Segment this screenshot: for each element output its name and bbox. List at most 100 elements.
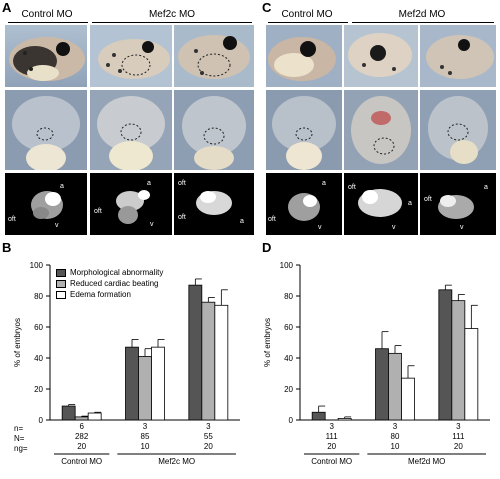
chart-legend: Morphological abnormality Reduced cardia… xyxy=(56,267,163,300)
chart-d-bar-s0-c1 xyxy=(375,348,389,421)
panel-a-control-title: Control MO xyxy=(21,9,73,20)
chart-d-bar-s2-c2 xyxy=(464,328,479,421)
panel-letter-d: D xyxy=(262,240,272,255)
chart-d-ng-0: 20 xyxy=(327,442,336,451)
chart-d-y-axis-label: % of embryos xyxy=(263,318,272,367)
chart-b-N-0: 282 xyxy=(75,432,89,441)
chart-d-y-tick-label-0: 0 xyxy=(289,416,294,425)
legend-item-morph: Morphological abnormality xyxy=(56,267,163,278)
photo-a-mef2c-lateral-2 xyxy=(174,25,254,87)
chart-b-bar-s1-c2 xyxy=(201,301,216,421)
chart-d-y-tick-label-3: 60 xyxy=(284,323,293,332)
chart-b-y-tick-label-2: 40 xyxy=(34,354,43,363)
chart-b-bar-s2-c2 xyxy=(214,304,229,421)
photo-c-control-ventral xyxy=(266,90,342,170)
heart-label-c1-v: v xyxy=(318,224,322,231)
chart-d-ng-1: 10 xyxy=(391,442,400,451)
legend-label-edema: Edema formation xyxy=(70,290,131,299)
chart-d-bar-s2-c1 xyxy=(401,377,415,421)
chart-b-y-tick-label-0: 0 xyxy=(39,416,44,425)
legend-item-edema: Edema formation xyxy=(56,289,163,300)
photo-a-mef2c-heart-2 xyxy=(174,173,254,235)
heart-label-a3-oft-2: oft xyxy=(178,214,186,221)
chart-d-bar-s0-c2 xyxy=(438,289,453,421)
chart-d-bar-s1-c1 xyxy=(388,352,402,421)
chart-d-n-0: 3 xyxy=(329,422,334,431)
chart-d-ng-2: 20 xyxy=(454,442,463,451)
chart-b-N-2: 55 xyxy=(204,432,213,441)
chart-b-bar-s1-c0 xyxy=(74,416,89,421)
chart-b-n-1: 3 xyxy=(143,422,148,431)
panel-c-control-line xyxy=(268,22,348,23)
photo-c-control-heart xyxy=(266,173,342,235)
photo-a-control-ventral xyxy=(5,90,87,170)
photo-a-control-heart xyxy=(5,173,87,235)
legend-label-morph: Morphological abnormality xyxy=(70,268,164,277)
chart-b-ng-2: 20 xyxy=(204,442,213,451)
chart-d-bar-s1-c2 xyxy=(451,300,466,421)
chart-b-bar-s0-c0 xyxy=(61,405,76,421)
chart-b-bar-s2-c0 xyxy=(87,412,102,421)
photo-c-mef2d-heart-2 xyxy=(420,173,496,235)
row-label-N: N= xyxy=(14,434,25,443)
chart-d-y-tick-label-4: 80 xyxy=(284,292,293,301)
heart-label-a2-v: v xyxy=(150,221,154,228)
photo-c-mef2d-ventral-1 xyxy=(344,90,418,170)
chart-b-N-1: 85 xyxy=(141,432,150,441)
panel-c-mef2d-line xyxy=(352,22,494,23)
photo-a-control-lateral xyxy=(5,25,87,87)
chart-b-bar-s0-c1 xyxy=(125,346,139,421)
chart-d-group-label-0: Control MO xyxy=(311,457,352,466)
panel-letter-b: B xyxy=(2,240,12,255)
chart-b-n-0: 6 xyxy=(79,422,84,431)
chart-d-N-0: 111 xyxy=(326,432,339,441)
chart-d-y-tick-label-5: 100 xyxy=(280,261,294,270)
heart-label-c2-oft: oft xyxy=(348,184,356,191)
legend-item-beating: Reduced cardiac beating xyxy=(56,278,163,289)
row-label-n: n= xyxy=(14,424,24,433)
chart-b-n-2: 3 xyxy=(206,422,211,431)
chart-d-N-2: 111 xyxy=(452,432,465,441)
chart-b-y-tick-label-4: 80 xyxy=(34,292,43,301)
chart-d-N-1: 80 xyxy=(391,432,400,441)
photo-c-mef2d-lateral-2 xyxy=(420,25,496,87)
chart-d-bar-s2-c0 xyxy=(337,418,352,421)
chart-d: 0 20 40 60 80 100% of embryos 3 111 20 3 80 10 3 111 2… xyxy=(250,255,500,474)
legend-label-beating: Reduced cardiac beating xyxy=(70,279,159,288)
panel-letter-c: C xyxy=(262,0,272,15)
photo-a-mef2c-ventral-2 xyxy=(174,90,254,170)
heart-label-a3-a: a xyxy=(240,218,244,225)
heart-label-c3-oft: oft xyxy=(424,196,432,203)
panel-a-mef2c-line xyxy=(92,22,252,23)
heart-label-a2-oft: oft xyxy=(94,208,102,215)
panel-c-control-title: Control MO xyxy=(281,9,333,20)
chart-d-n-2: 3 xyxy=(456,422,461,431)
heart-label-c2-v: v xyxy=(392,224,396,231)
chart-b-group-label-0: Control MO xyxy=(61,457,102,466)
photo-a-mef2c-heart-1 xyxy=(90,173,172,235)
chart-d-bar-s0-c0 xyxy=(311,411,326,421)
chart-d-group-label-1: Mef2d MO xyxy=(408,457,445,466)
panel-a-mef2c-title: Mef2c MO xyxy=(148,9,196,20)
photo-c-control-lateral xyxy=(266,25,342,87)
chart-b-y-tick-label-1: 20 xyxy=(34,385,43,394)
legend-swatch-morph xyxy=(56,268,66,277)
heart-label-c2-a: a xyxy=(408,200,412,207)
heart-label-a1-v: v xyxy=(55,222,59,229)
photo-c-mef2d-ventral-2 xyxy=(420,90,496,170)
chart-b-group-label-1: Mef2c MO xyxy=(158,457,195,466)
heart-label-c1-a: a xyxy=(322,180,326,187)
photo-c-mef2d-lateral-1 xyxy=(344,25,418,87)
chart-b-y-tick-label-5: 100 xyxy=(30,261,44,270)
heart-label-c3-v: v xyxy=(460,224,464,231)
row-label-ng: ng= xyxy=(14,444,28,453)
chart-b-ng-1: 10 xyxy=(141,442,150,451)
legend-swatch-beating xyxy=(56,279,66,288)
panel-a-control-line xyxy=(8,22,88,23)
chart-b-bar-s2-c1 xyxy=(151,346,165,421)
chart-d-y-tick-label-1: 20 xyxy=(284,385,293,394)
heart-label-a3-oft-1: oft xyxy=(178,180,186,187)
chart-b-bar-s1-c1 xyxy=(138,356,152,421)
